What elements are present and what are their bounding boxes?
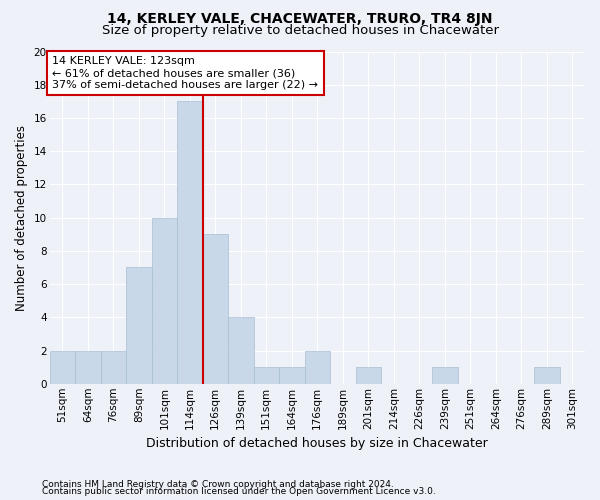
- Bar: [50, 350, 75, 384]
- Bar: [203, 234, 228, 384]
- Bar: [356, 367, 381, 384]
- Bar: [228, 318, 254, 384]
- Y-axis label: Number of detached properties: Number of detached properties: [15, 124, 28, 310]
- Bar: [177, 102, 203, 384]
- Bar: [126, 268, 152, 384]
- Bar: [152, 218, 177, 384]
- X-axis label: Distribution of detached houses by size in Chacewater: Distribution of detached houses by size …: [146, 437, 488, 450]
- Text: 14, KERLEY VALE, CHACEWATER, TRURO, TR4 8JN: 14, KERLEY VALE, CHACEWATER, TRURO, TR4 …: [107, 12, 493, 26]
- Bar: [279, 367, 305, 384]
- Bar: [254, 367, 279, 384]
- Bar: [305, 350, 330, 384]
- Text: 14 KERLEY VALE: 123sqm
← 61% of detached houses are smaller (36)
37% of semi-det: 14 KERLEY VALE: 123sqm ← 61% of detached…: [52, 56, 318, 90]
- Bar: [101, 350, 126, 384]
- Text: Contains HM Land Registry data © Crown copyright and database right 2024.: Contains HM Land Registry data © Crown c…: [42, 480, 394, 489]
- Bar: [75, 350, 101, 384]
- Text: Contains public sector information licensed under the Open Government Licence v3: Contains public sector information licen…: [42, 488, 436, 496]
- Bar: [534, 367, 560, 384]
- Bar: [432, 367, 458, 384]
- Text: Size of property relative to detached houses in Chacewater: Size of property relative to detached ho…: [101, 24, 499, 37]
